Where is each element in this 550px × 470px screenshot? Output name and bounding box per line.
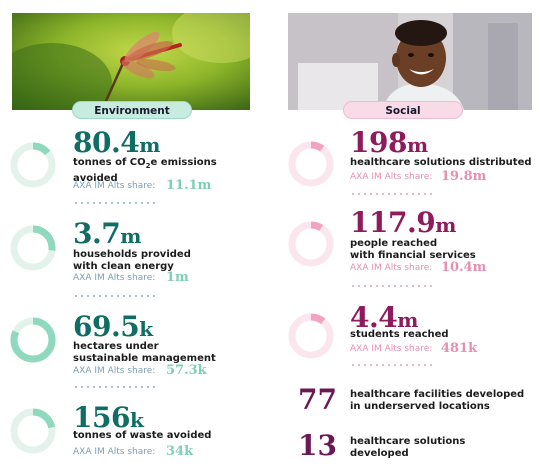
- stat-value: 69.5k: [73, 310, 153, 343]
- ring-fill: [10, 408, 56, 454]
- share-label: AXA IM Alts share:: [73, 181, 156, 191]
- social-column: Social 198m healthcare solutions distrib…: [280, 0, 535, 470]
- progress-ring: [288, 141, 334, 187]
- stat-description: tonnes of CO2e emissions avoided: [73, 157, 217, 184]
- share-value: 19.8m: [441, 169, 487, 184]
- ring-fill: [288, 221, 334, 267]
- stat-description: students reached: [350, 329, 449, 340]
- dotted-divider: [350, 285, 432, 287]
- stat-description: healthcare solutions developed: [350, 436, 466, 459]
- progress-ring: [10, 225, 56, 271]
- ring-fill: [10, 225, 56, 271]
- stat-description: people reached with financial services: [350, 238, 476, 261]
- dragonfly-photo: [12, 13, 250, 110]
- ring-fill: [10, 142, 56, 188]
- ring-fill: [288, 141, 334, 187]
- share-label: AXA IM Alts share:: [73, 273, 156, 283]
- dotted-divider: [73, 386, 155, 388]
- ring-fill: [10, 317, 56, 363]
- stat-value: 13: [298, 429, 337, 462]
- stat-value: 117.9m: [350, 206, 456, 239]
- stat-description: households provided with clean energy: [73, 249, 191, 272]
- dotted-divider: [73, 202, 155, 204]
- stat-value: 3.7m: [73, 217, 141, 250]
- stat-description: hectares under sustainable management: [73, 341, 216, 364]
- progress-ring: [288, 313, 334, 359]
- ring-track: [288, 313, 334, 359]
- share-label: AXA IM Alts share:: [350, 263, 433, 273]
- share-label: AXA IM Alts share:: [73, 366, 156, 376]
- progress-ring: [288, 221, 334, 267]
- social-label: Social: [343, 101, 463, 119]
- share-label: AXA IM Alts share:: [73, 447, 156, 457]
- share-label: AXA IM Alts share:: [350, 172, 433, 182]
- ring-track: [288, 221, 334, 267]
- stat-value: 198m: [350, 126, 428, 159]
- share-label: AXA IM Alts share:: [350, 344, 433, 354]
- stat-value: 80.4m: [73, 126, 160, 159]
- progress-ring: [10, 142, 56, 188]
- share-value: 11.1m: [166, 178, 212, 193]
- share-value: 1m: [166, 270, 189, 285]
- progress-ring: [10, 408, 56, 454]
- stat-value: 77: [298, 383, 337, 416]
- environment-label: Environment: [72, 101, 192, 119]
- dotted-divider: [350, 364, 432, 366]
- share-value: 34k: [166, 444, 194, 459]
- share-value: 57.3k: [166, 363, 207, 378]
- stat-description: tonnes of waste avoided: [73, 430, 212, 441]
- share-value: 10.4m: [441, 260, 487, 275]
- dotted-divider: [73, 295, 155, 297]
- share-value: 481k: [441, 341, 478, 356]
- stat-description: healthcare facilities developed in under…: [350, 389, 525, 412]
- dotted-divider: [350, 193, 432, 195]
- stat-value: 156k: [73, 401, 144, 434]
- smiling-child-photo: [288, 13, 532, 110]
- stat-value: 4.4m: [350, 301, 418, 334]
- stat-description: healthcare solutions distributed: [350, 157, 532, 168]
- ring-fill: [288, 313, 334, 359]
- environment-column: Environment 80.4m tonnes of CO2e emissio…: [0, 0, 255, 470]
- ring-track: [288, 141, 334, 187]
- progress-ring: [10, 317, 56, 363]
